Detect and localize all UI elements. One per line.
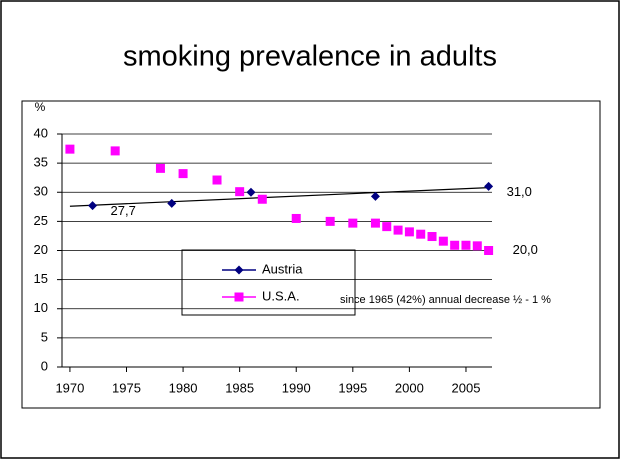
point — [167, 198, 177, 208]
annotation: since 1965 (42%) annual decrease ½ - 1 % — [340, 294, 551, 306]
point — [370, 191, 380, 201]
point — [484, 246, 494, 255]
y-tick-label: 25 — [34, 213, 48, 228]
point — [348, 218, 358, 228]
chart-frame — [21, 100, 601, 409]
point — [461, 240, 471, 250]
y-tick-label: 20 — [34, 242, 48, 257]
y-tick-label: 30 — [34, 184, 48, 199]
legend-marker — [234, 265, 244, 275]
point — [88, 201, 98, 211]
x-tick-label: 1990 — [282, 380, 311, 395]
point — [291, 213, 301, 223]
point — [404, 227, 414, 237]
point — [325, 216, 335, 226]
point — [427, 232, 437, 242]
y-axis-label: % — [35, 100, 46, 114]
point — [155, 163, 165, 173]
point — [484, 181, 494, 191]
x-tick-label: 1970 — [55, 380, 84, 395]
x-tick-label: 1980 — [169, 380, 198, 395]
x-tick-label: 1985 — [225, 380, 254, 395]
legend — [181, 249, 356, 316]
data-label: 20,0 — [513, 242, 538, 257]
point — [370, 218, 380, 228]
point — [393, 225, 403, 235]
point — [178, 169, 188, 179]
x-tick-label: 1975 — [112, 380, 141, 395]
y-tick-label: 40 — [34, 125, 48, 140]
point — [212, 175, 222, 185]
x-tick-label: 2000 — [395, 380, 424, 395]
trendline — [69, 186, 489, 207]
x-tick-label: 1995 — [338, 380, 367, 395]
y-tick-label: 15 — [34, 271, 48, 286]
y-tick-label: 35 — [34, 155, 48, 170]
x-tick-label: 2005 — [452, 380, 481, 395]
y-tick-label: 5 — [41, 329, 48, 344]
data-label: 31,0 — [507, 184, 532, 199]
point — [235, 187, 245, 197]
y-tick-label: 0 — [41, 358, 48, 373]
point — [257, 194, 267, 204]
point — [472, 241, 482, 251]
point — [246, 187, 256, 197]
point — [65, 144, 75, 154]
point — [110, 146, 120, 156]
legend-label: U.S.A. — [262, 288, 300, 303]
point — [416, 229, 426, 239]
chart-title: smoking prevalence in adults — [123, 41, 497, 73]
point — [450, 240, 460, 250]
data-label: 27,7 — [111, 203, 136, 218]
legend-label: Austria — [262, 261, 303, 276]
y-tick-label: 10 — [34, 300, 48, 315]
point — [438, 236, 448, 246]
point — [382, 222, 392, 232]
legend-marker — [234, 292, 244, 302]
